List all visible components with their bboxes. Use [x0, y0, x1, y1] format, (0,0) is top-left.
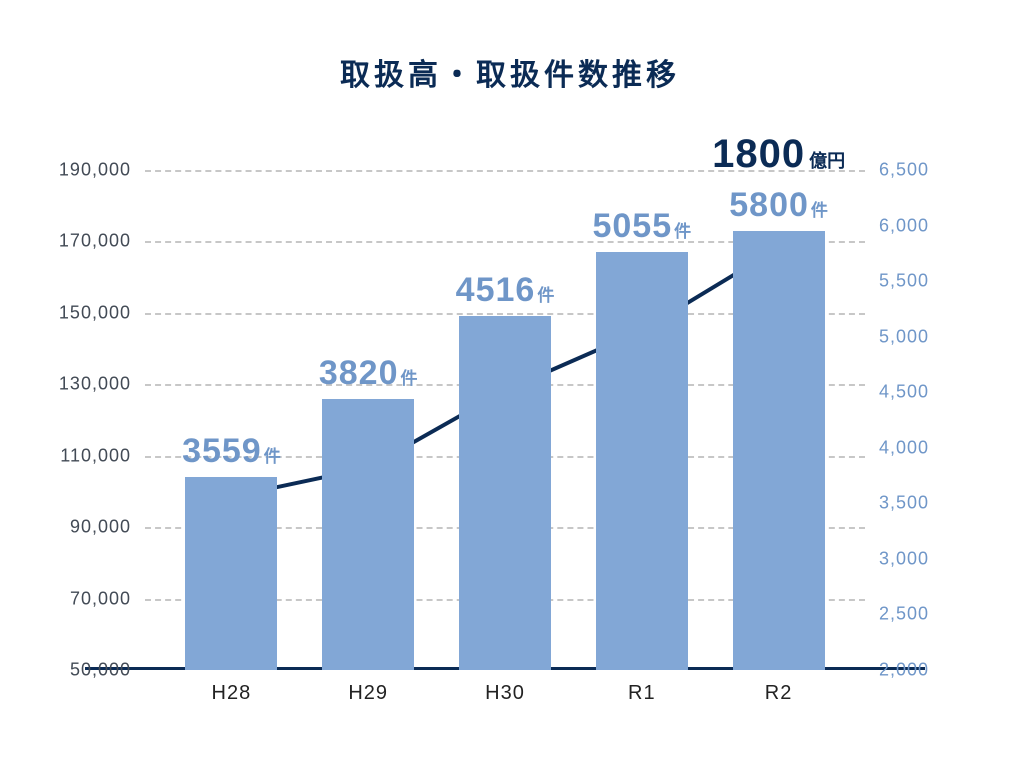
y-left-tick-label: 90,000: [51, 517, 131, 538]
x-tick-label: H30: [485, 682, 525, 705]
bar: [733, 231, 825, 670]
x-tick-label: R1: [628, 682, 656, 705]
x-tick-label: H28: [212, 682, 252, 705]
series-value-unit: 件: [264, 447, 281, 466]
bar: [596, 252, 688, 670]
y-right-tick-label: 2,500: [879, 604, 939, 625]
series-value-unit: 件: [674, 222, 691, 241]
y-right-tick-label: 5,000: [879, 326, 939, 347]
y-right-tick-label: 2,000: [879, 660, 939, 681]
y-right-tick-label: 6,500: [879, 160, 939, 181]
series-value-number: 3820: [319, 354, 399, 392]
y-left-tick-label: 50,000: [51, 660, 131, 681]
y-right-tick-label: 3,000: [879, 548, 939, 569]
y-left-tick-label: 170,000: [51, 231, 131, 252]
x-tick-label: H29: [348, 682, 388, 705]
chart-title: 取扱高・取扱件数推移: [0, 50, 1020, 94]
y-right-tick-label: 4,500: [879, 382, 939, 403]
highlight-unit: 億円: [809, 151, 845, 171]
bar: [185, 477, 277, 670]
y-right-tick-label: 6,000: [879, 215, 939, 236]
bar: [322, 399, 414, 670]
highlight-label: 1800億円: [712, 132, 845, 177]
chart-plot-area: 50,00070,00090,000110,000130,000150,0001…: [145, 170, 865, 670]
series-value-unit: 件: [537, 286, 554, 305]
series-value-number: 5055: [592, 207, 672, 245]
chart-card: 取扱高・取扱件数推移 50,00070,00090,000110,000130,…: [0, 0, 1020, 780]
series-value-unit: 件: [811, 201, 828, 220]
series-value-label: 3820件: [319, 354, 418, 393]
y-left-tick-label: 150,000: [51, 302, 131, 323]
y-right-tick-label: 5,500: [879, 271, 939, 292]
y-right-tick-label: 3,500: [879, 493, 939, 514]
y-left-tick-label: 70,000: [51, 588, 131, 609]
y-left-tick-label: 130,000: [51, 374, 131, 395]
y-left-tick-label: 190,000: [51, 160, 131, 181]
series-value-number: 5800: [729, 186, 809, 224]
series-value-label: 5055件: [592, 207, 691, 246]
x-tick-label: R2: [765, 682, 793, 705]
bar: [459, 316, 551, 670]
series-value-label: 3559件: [182, 432, 281, 471]
y-left-tick-label: 110,000: [51, 445, 131, 466]
series-value-number: 4516: [456, 271, 536, 309]
series-value-number: 3559: [182, 432, 262, 470]
y-right-tick-label: 4,000: [879, 437, 939, 458]
series-value-label: 4516件: [456, 271, 555, 310]
series-value-label: 5800件: [729, 186, 828, 225]
highlight-value: 1800: [712, 132, 805, 176]
series-value-unit: 件: [401, 369, 418, 388]
